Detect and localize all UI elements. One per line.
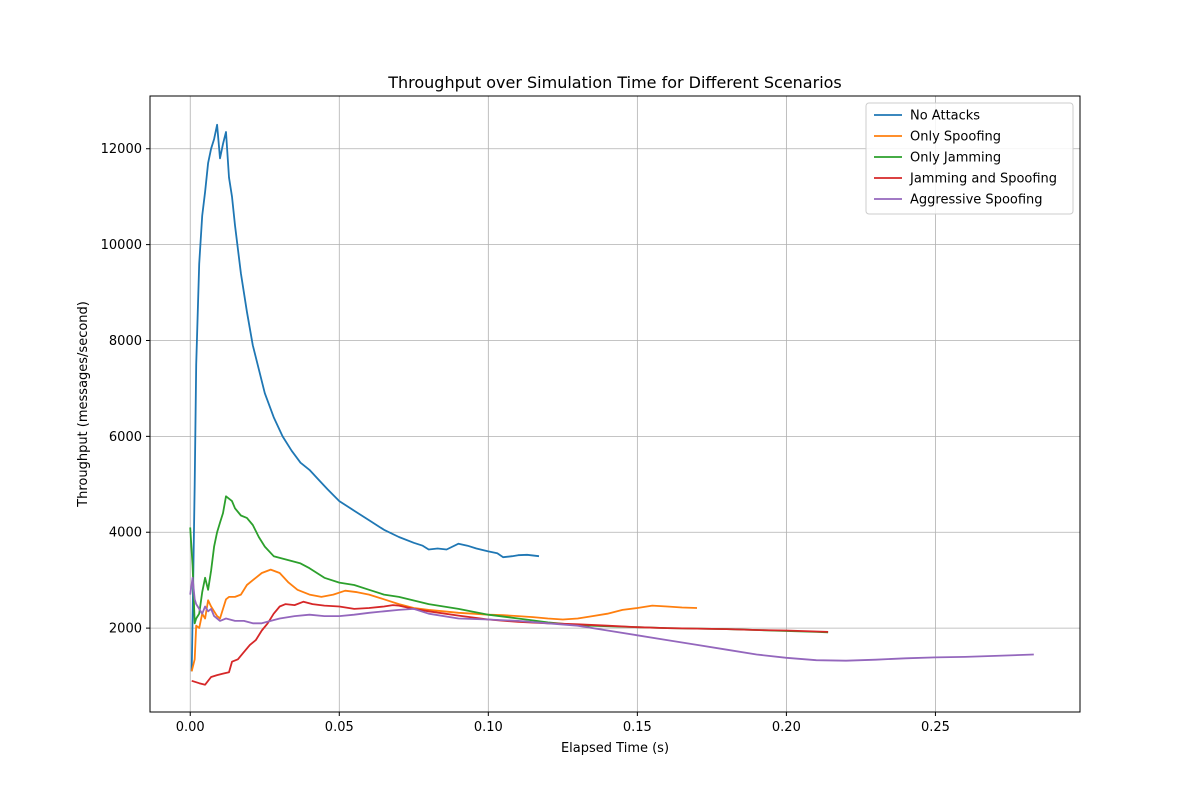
legend-label: Only Spoofing [910, 130, 1001, 145]
legend: No Attacks Only Spoofing Only Jamming Jammi… [865, 102, 1074, 215]
x-tick-label: 0.10 [474, 720, 503, 735]
legend-label: Jamming and Spoofing [909, 172, 1057, 187]
x-tick-label: 0.00 [176, 720, 205, 735]
series-line-aggressive-spoofing [189, 576, 1034, 662]
y-tick-label: 8000 [109, 334, 142, 349]
legend-box [865, 102, 1074, 215]
series-line-jamming-and-spoofing [191, 600, 829, 686]
x-axis-label: Elapsed Time (s) [561, 741, 669, 756]
plot-frame [149, 95, 1081, 713]
legend-label: No Attacks [910, 109, 980, 124]
series-line-only-spoofing [190, 568, 698, 672]
axis-ticks: 0.00 0.05 0.10 0.15 0.20 0.25 2000 4000 6000 8000… [101, 142, 950, 735]
chart-title: Throughput over Simulation Time for Diff… [387, 73, 842, 92]
legend-label: Aggressive Spoofing [910, 193, 1043, 208]
y-tick-label: 4000 [109, 526, 142, 541]
series-line-no-attacks [190, 123, 540, 672]
x-tick-label: 0.05 [325, 720, 354, 735]
y-tick-label: 10000 [101, 238, 142, 253]
y-axis-label: Throughput (messages/second) [76, 301, 91, 508]
legend-label: Only Jamming [910, 151, 1001, 166]
x-tick-label: 0.15 [623, 720, 652, 735]
x-tick-label: 0.25 [921, 720, 950, 735]
y-tick-label: 6000 [109, 430, 142, 445]
y-tick-label: 12000 [101, 142, 142, 157]
plot-series [189, 123, 1034, 686]
y-tick-label: 2000 [109, 622, 142, 637]
grid [150, 96, 1080, 712]
x-tick-label: 0.20 [772, 720, 801, 735]
